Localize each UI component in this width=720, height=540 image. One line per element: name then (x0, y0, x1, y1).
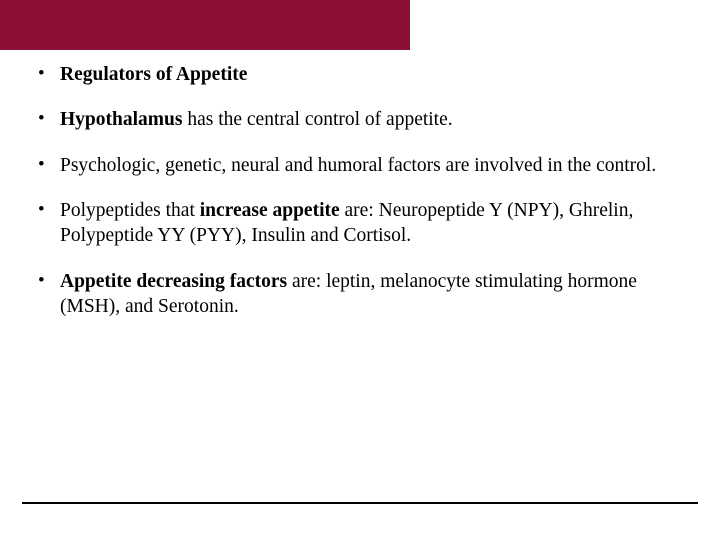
bullet-item: Appetite decreasing factors are: leptin,… (30, 269, 690, 320)
text-segment: Polypeptides that (60, 200, 200, 221)
footer-line (22, 502, 698, 504)
bullet-item: Polypeptides that increase appetite are:… (30, 198, 690, 249)
text-segment: Hypothalamus (60, 109, 182, 130)
text-segment: has the central control of appetite. (182, 109, 452, 130)
bullet-item: Regulators of Appetite (30, 62, 690, 87)
bullet-item: Hypothalamus has the central control of … (30, 107, 690, 132)
header-bar (0, 0, 410, 50)
slide-content: Regulators of Appetite Hypothalamus has t… (30, 62, 690, 339)
bullet-list: Regulators of Appetite Hypothalamus has t… (30, 62, 690, 319)
text-segment: Appetite decreasing factors (60, 271, 287, 292)
bullet-item: Psychologic, genetic, neural and humoral… (30, 153, 690, 178)
text-segment: increase appetite (200, 200, 340, 221)
text-segment: Regulators of Appetite (60, 64, 247, 85)
text-segment: Psychologic, genetic, neural and humoral… (60, 155, 656, 176)
